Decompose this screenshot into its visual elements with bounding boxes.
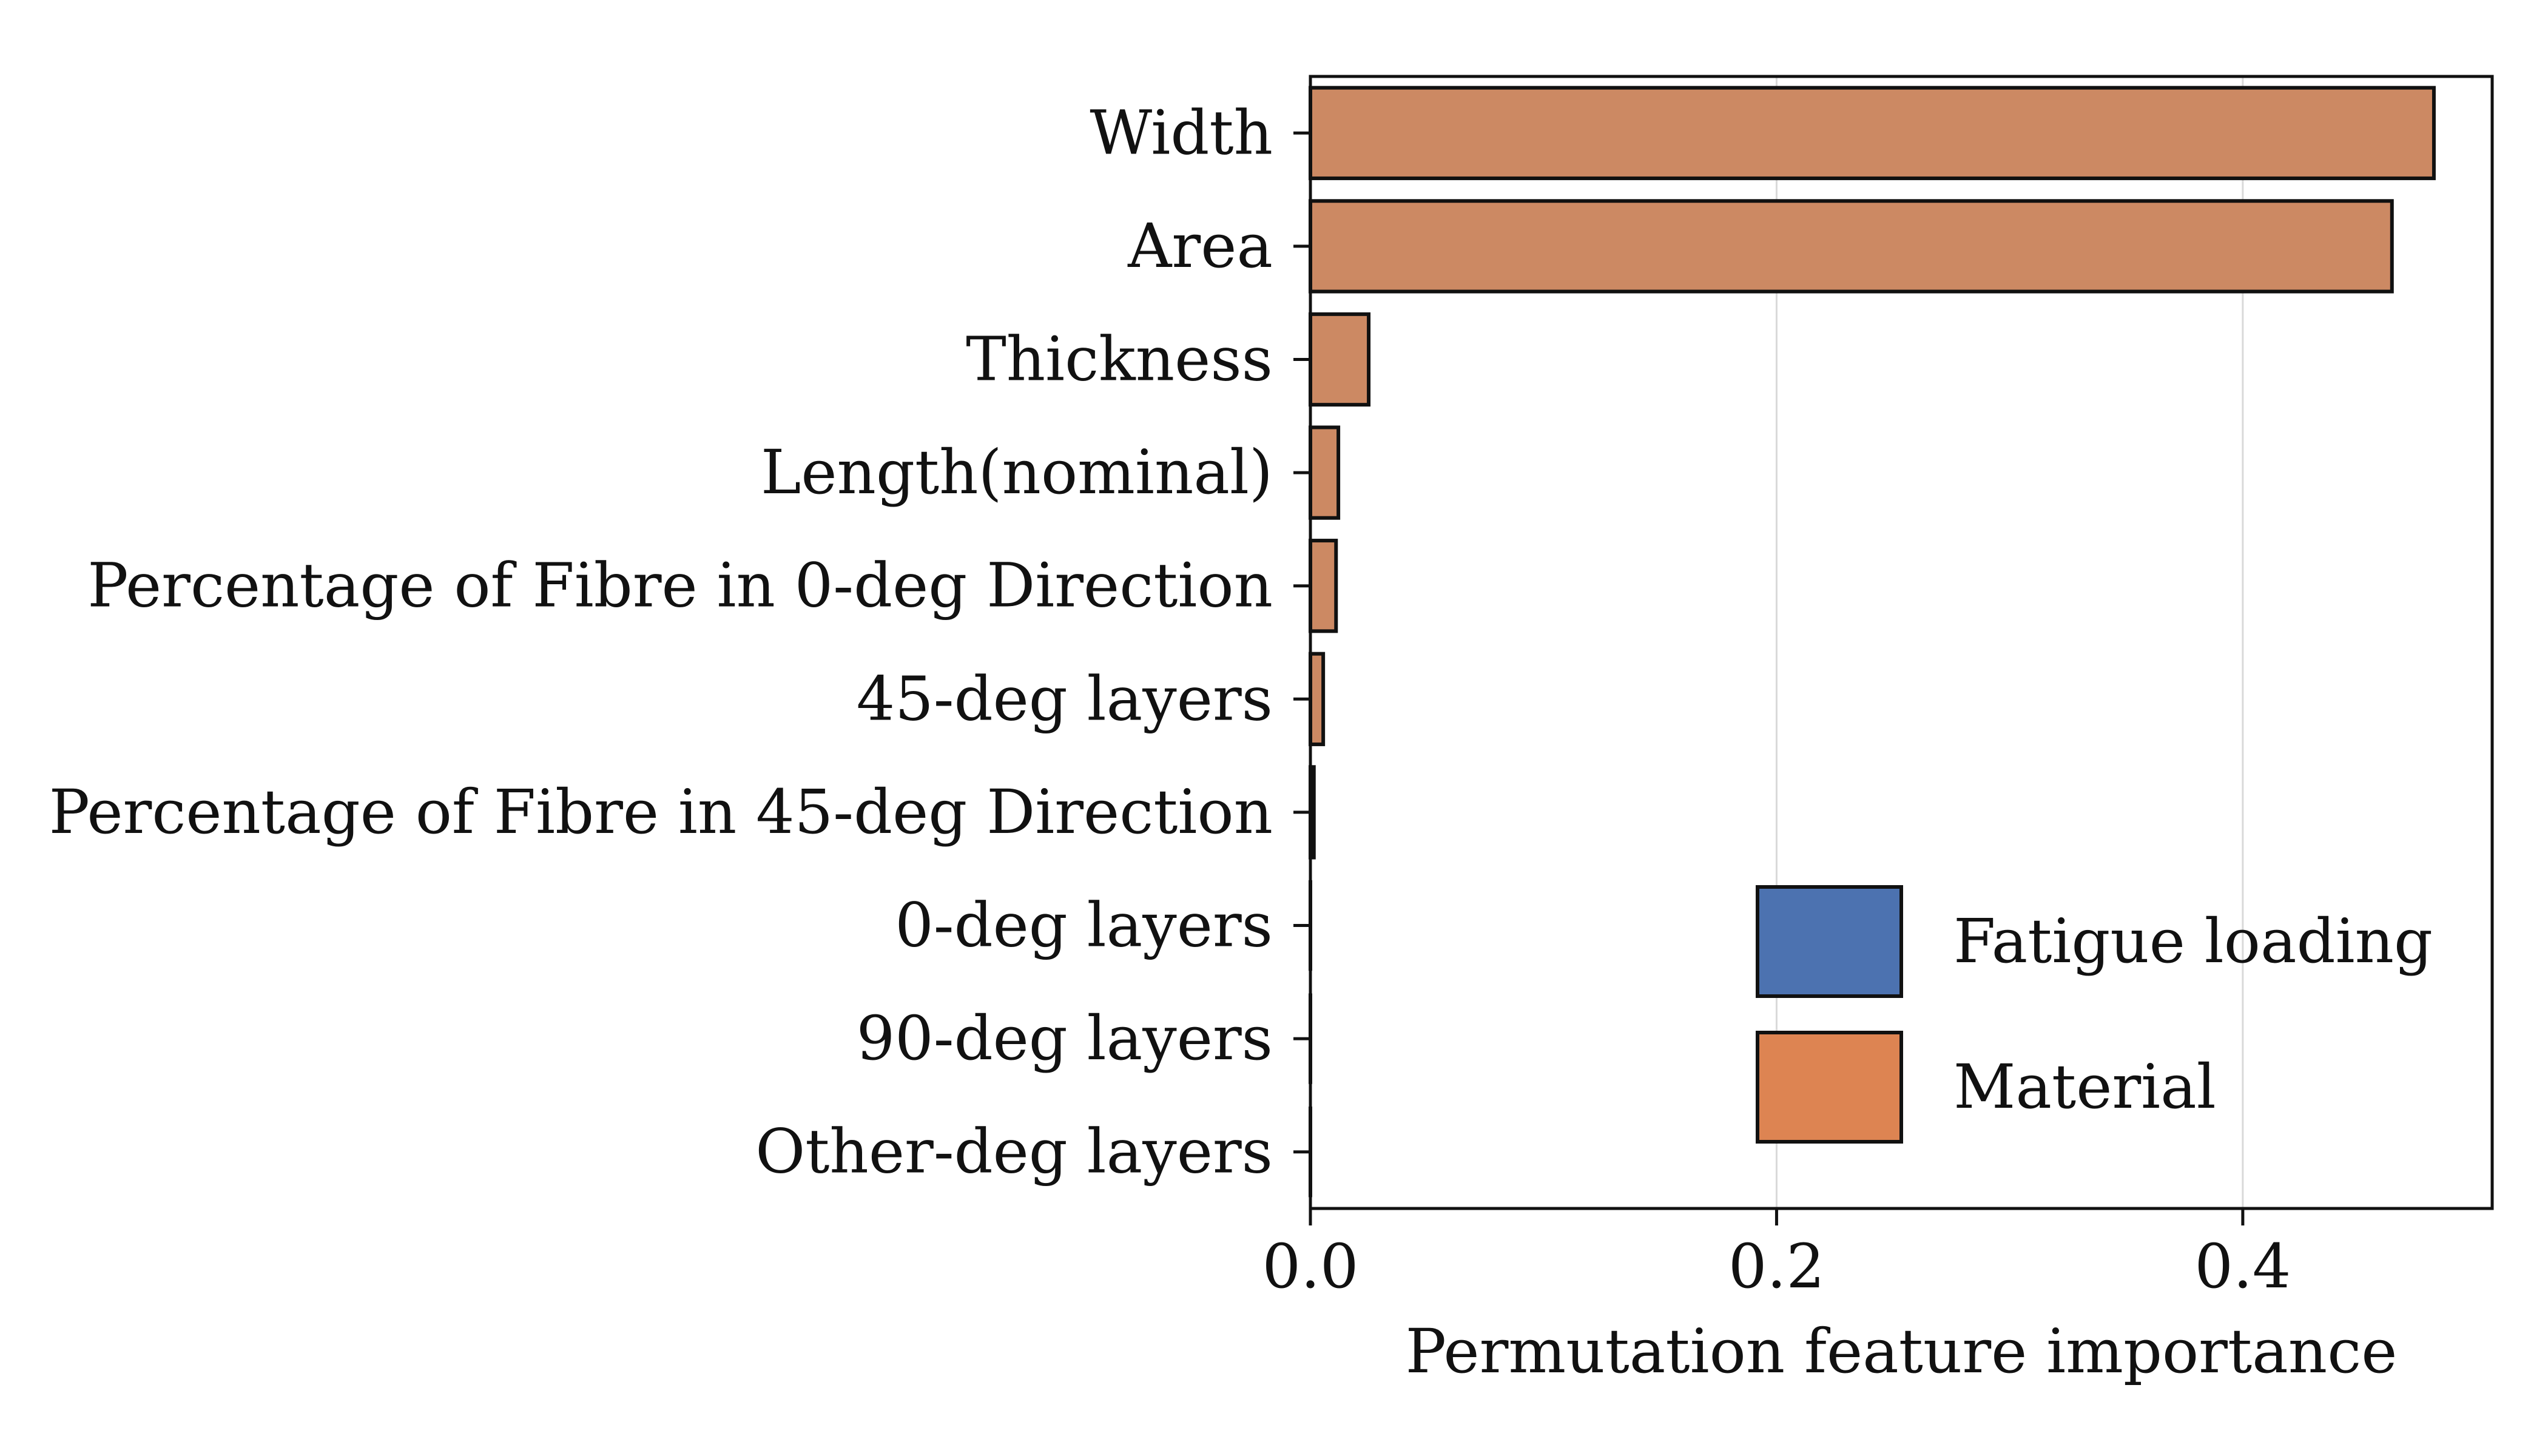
bar-thickness — [1309, 312, 1371, 407]
y-axis: Width Area Thickness Length(nominal) Percent… — [49, 97, 1310, 1187]
y-tick-label-thickness: Thickness — [966, 324, 1273, 395]
bar-length-nominal — [1309, 425, 1341, 520]
y-tick-label-length-nominal: Length(nominal) — [761, 437, 1273, 508]
x-tick-label: 0.4 — [2194, 1231, 2291, 1302]
y-tick-label-area: Area — [1127, 211, 1273, 281]
x-axis-label: Permutation feature importance — [1406, 1316, 2398, 1387]
bar-percentage-of-fibre-in-0-deg-direction — [1309, 539, 1338, 633]
y-tick-label-other-deg-layers: Other-deg layers — [755, 1116, 1273, 1187]
y-tick-label-90-deg-layers: 90-deg layers — [857, 1003, 1273, 1074]
x-tick-label: 0.0 — [1262, 1231, 1358, 1302]
legend: Fatigue loading Material — [1756, 885, 2433, 1144]
y-tick-label-percentage-of-fibre-in-45-deg-direction: Percentage of Fibre in 45-deg Direction — [49, 777, 1273, 848]
y-tick-label-percentage-of-fibre-in-0-deg-direction: Percentage of Fibre in 0-deg Direction — [87, 550, 1273, 621]
legend-label-fatigue-loading: Fatigue loading — [1953, 906, 2433, 977]
plot-frame — [1309, 75, 2494, 1210]
y-tick-label-width: Width — [1090, 97, 1273, 168]
bar-45-deg-layers — [1309, 652, 1326, 746]
x-axis: 0.0 0.2 0.4 — [1262, 1208, 2291, 1302]
legend-swatch-fatigue-loading — [1756, 885, 1903, 998]
x-tick-label: 0.2 — [1728, 1231, 1825, 1302]
y-tick-label-45-deg-layers: 45-deg layers — [857, 663, 1273, 734]
y-tick-label-0-deg-layers: 0-deg layers — [895, 890, 1273, 961]
legend-label-material: Material — [1953, 1051, 2216, 1122]
bar-width — [1309, 86, 2436, 180]
legend-swatch-material — [1756, 1031, 1903, 1144]
bar-area — [1309, 199, 2394, 294]
